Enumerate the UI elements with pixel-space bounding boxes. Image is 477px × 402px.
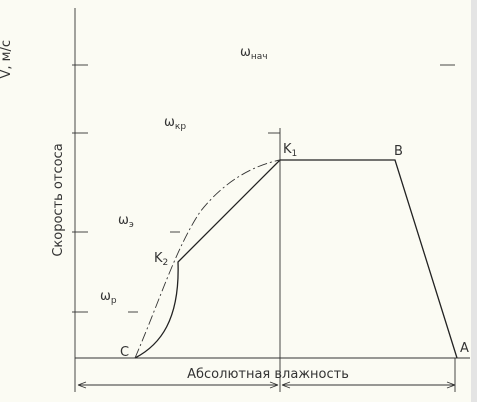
zone-label: ωнач: [240, 45, 268, 62]
zone-label: ωкр: [164, 115, 186, 132]
dimension-lines: [77, 358, 456, 392]
x-axis-label: Абсолютная влажность: [187, 367, 349, 382]
y-axis-label: Скорость отсоса: [51, 143, 66, 256]
zone-label: ωэ: [118, 213, 134, 230]
point-label: B: [394, 144, 403, 159]
scrollbar: [471, 0, 477, 402]
zone-label: ωр: [100, 289, 117, 306]
point-label: A: [460, 341, 469, 356]
point-label: C: [120, 345, 129, 360]
tick-marks: [72, 64, 455, 313]
drying-curve: [134, 159, 458, 359]
y-unit: V, м/с: [0, 40, 14, 79]
point-label: K1: [283, 142, 297, 159]
point-label: K2: [154, 251, 168, 268]
